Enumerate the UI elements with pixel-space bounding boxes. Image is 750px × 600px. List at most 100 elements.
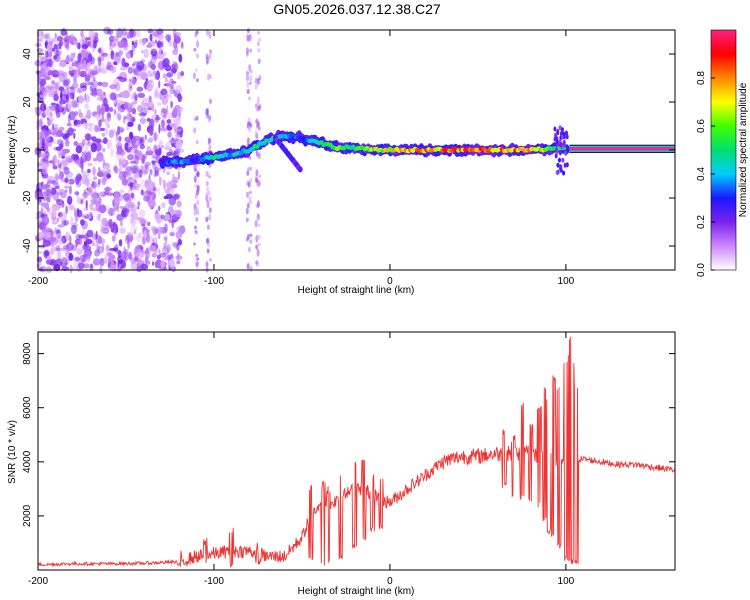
noise-blob bbox=[86, 95, 90, 103]
noise-blob bbox=[158, 168, 160, 179]
noise-streak-blob bbox=[256, 248, 260, 257]
ridge-edge-blob bbox=[554, 153, 558, 159]
noise-blob bbox=[60, 90, 63, 101]
noise-blob bbox=[56, 217, 60, 223]
noise-blob bbox=[46, 196, 51, 203]
noise-blob bbox=[121, 178, 129, 186]
noise-blob bbox=[149, 169, 153, 175]
ridge-core bbox=[254, 144, 260, 149]
noise-blob bbox=[145, 170, 149, 175]
noise-blob bbox=[53, 165, 58, 170]
noise-blob bbox=[178, 148, 185, 153]
noise-blob bbox=[72, 40, 78, 45]
noise-blob bbox=[158, 167, 162, 171]
noise-blob bbox=[147, 107, 153, 111]
noise-streak-blob bbox=[196, 53, 200, 59]
noise-streak-blob bbox=[205, 181, 209, 187]
noise-blob bbox=[88, 82, 94, 86]
noise-blob bbox=[94, 142, 102, 152]
noise-blob bbox=[167, 205, 174, 216]
noise-blob bbox=[100, 127, 106, 132]
noise-blob bbox=[41, 141, 45, 149]
noise-streak-blob bbox=[208, 31, 212, 39]
y-tick-label: -40 bbox=[22, 238, 33, 253]
noise-streak-blob bbox=[207, 190, 211, 196]
noise-blob bbox=[53, 264, 61, 272]
noise-blob bbox=[76, 248, 83, 255]
noise-streak-blob bbox=[195, 140, 199, 145]
noise-blob bbox=[118, 158, 122, 167]
noise-streak-blob bbox=[195, 231, 199, 235]
noise-blob bbox=[68, 111, 76, 121]
noise-blob bbox=[169, 232, 175, 237]
noise-blob bbox=[92, 76, 96, 82]
noise-blob bbox=[82, 194, 88, 200]
noise-streak-blob bbox=[246, 88, 250, 95]
noise-blob bbox=[44, 250, 50, 257]
noise-blob bbox=[87, 53, 93, 62]
noise-blob bbox=[56, 250, 62, 260]
noise-blob bbox=[73, 141, 79, 146]
noise-blob bbox=[103, 172, 110, 181]
noise-streak-blob bbox=[193, 225, 197, 230]
noise-blob bbox=[65, 171, 74, 179]
noise-blob bbox=[44, 53, 50, 59]
noise-streak-blob bbox=[255, 169, 259, 177]
noise-streak-blob bbox=[246, 71, 250, 76]
ridge-edge-blob bbox=[558, 150, 562, 156]
noise-blob bbox=[143, 38, 147, 45]
noise-blob bbox=[95, 138, 102, 144]
noise-streak-blob bbox=[257, 234, 261, 240]
noise-blob bbox=[104, 117, 110, 127]
noise-blob bbox=[164, 252, 170, 261]
noise-blob bbox=[154, 109, 157, 115]
x-tick-label: -100 bbox=[204, 576, 224, 587]
noise-blob bbox=[121, 209, 127, 218]
noise-blob bbox=[109, 84, 117, 90]
noise-blob bbox=[175, 209, 182, 218]
noise-blob bbox=[149, 118, 155, 129]
noise-blob bbox=[124, 197, 132, 203]
noise-blob bbox=[136, 86, 144, 92]
noise-blob bbox=[63, 219, 67, 226]
noise-blob bbox=[74, 213, 79, 223]
noise-streak-blob bbox=[254, 77, 258, 84]
noise-streak-blob bbox=[208, 144, 212, 152]
ridge-edge-blob bbox=[558, 157, 561, 163]
noise-blob bbox=[74, 256, 81, 262]
noise-blob bbox=[90, 79, 99, 89]
noise-blob bbox=[92, 157, 98, 162]
noise-blob bbox=[68, 185, 72, 195]
noise-streak-blob bbox=[196, 171, 200, 178]
noise-blob bbox=[130, 204, 138, 214]
noise-blob bbox=[51, 221, 58, 225]
noise-blob bbox=[44, 91, 48, 97]
noise-blob bbox=[134, 70, 142, 76]
noise-streak-blob bbox=[257, 58, 261, 65]
noise-blob bbox=[39, 37, 44, 42]
noise-blob bbox=[115, 225, 118, 234]
noise-blob bbox=[98, 47, 102, 54]
noise-blob bbox=[180, 41, 184, 49]
noise-blob bbox=[104, 186, 110, 196]
noise-blob bbox=[56, 199, 64, 206]
noise-blob bbox=[117, 102, 120, 112]
noise-streak-blob bbox=[249, 74, 253, 83]
noise-blob bbox=[80, 30, 84, 38]
noise-blob bbox=[147, 221, 151, 227]
noise-blob bbox=[130, 213, 133, 217]
noise-blob bbox=[50, 102, 57, 106]
noise-blob bbox=[156, 28, 164, 35]
noise-streak-blob bbox=[193, 242, 196, 246]
noise-blob bbox=[44, 227, 53, 233]
noise-blob bbox=[91, 70, 99, 74]
noise-streak-blob bbox=[246, 170, 250, 176]
noise-blob bbox=[172, 150, 178, 158]
noise-blob bbox=[91, 181, 97, 190]
noise-blob bbox=[115, 132, 119, 142]
noise-streak-blob bbox=[249, 123, 253, 128]
noise-blob bbox=[144, 249, 151, 259]
noise-blob bbox=[86, 122, 95, 127]
noise-blob bbox=[154, 116, 161, 121]
noise-blob bbox=[136, 73, 140, 80]
